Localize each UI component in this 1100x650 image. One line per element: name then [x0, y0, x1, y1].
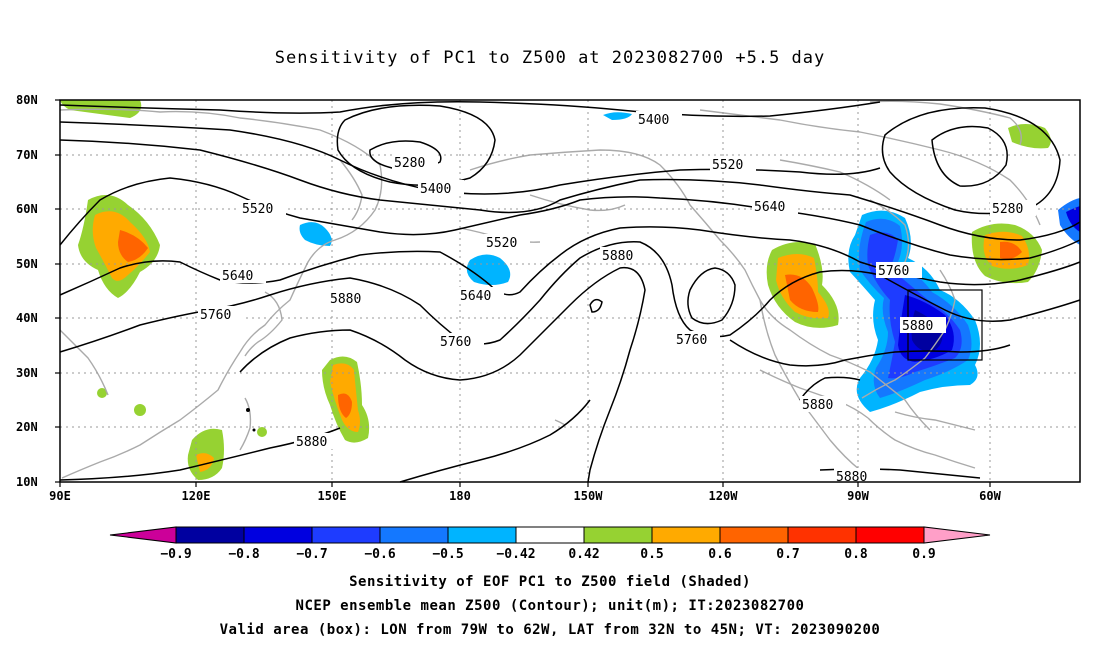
colorbar-tick-label: −0.5 [432, 547, 463, 562]
colorbar-tick-label: 0.7 [776, 547, 799, 562]
contour-label-5760-c: 5760 [676, 333, 707, 348]
colorbar-box [447, 526, 517, 544]
lon-label: 120W [709, 489, 739, 503]
colorbar-tick-label: −0.6 [364, 547, 395, 562]
sensitivity-shading [60, 100, 1080, 480]
colorbar-tick-label: 0.42 [568, 547, 599, 562]
colorbar-box [719, 526, 789, 544]
contour-label-5280-a: 5280 [394, 156, 425, 171]
lat-label: 30N [16, 366, 38, 380]
contour-label-5880-d: 5880 [802, 398, 833, 413]
contour-label-5640-a: 5640 [222, 269, 253, 284]
contour-label-5280-b: 5280 [992, 202, 1023, 217]
contour-label-5640-b: 5640 [460, 289, 491, 304]
colorbar: −0.9 −0.8 −0.7 −0.6 −0.5 −0.42 0.42 0.5 0.6 0.7 0.… [109, 526, 991, 562]
colorbar-box [515, 526, 585, 544]
lat-label: 50N [16, 257, 38, 271]
colorbar-box [379, 526, 449, 544]
contour-label-5880-a: 5880 [330, 292, 361, 307]
lat-label: 20N [16, 420, 38, 434]
contour-label-5640-c: 5640 [754, 200, 785, 215]
colorbar-tick-label: 0.9 [912, 547, 935, 562]
colorbar-box [583, 526, 653, 544]
contour-label-5400-a: 5400 [638, 113, 669, 128]
lon-label: 90W [847, 489, 869, 503]
map-title: Sensitivity of PC1 to Z500 at 2023082700… [274, 48, 826, 68]
caption-line-2: NCEP ensemble mean Z500 (Contour); unit(… [295, 598, 805, 614]
colorbar-box [651, 526, 721, 544]
colorbar-arrow-max [923, 526, 991, 544]
lat-ticks [55, 99, 60, 483]
colorbar-tick-label: −0.7 [296, 547, 327, 562]
lat-label: 40N [16, 311, 38, 325]
colorbar-tick-label: 0.8 [844, 547, 868, 562]
caption-line-3: Valid area (box): LON from 79W to 62W, L… [219, 622, 881, 638]
lat-label: 80N [16, 93, 38, 107]
colorbar-tick-label: −0.42 [496, 547, 535, 562]
contour-label-5400-b: 5400 [420, 182, 451, 197]
lat-labels: 80N 70N 60N 50N 40N 30N 20N 10N [16, 93, 38, 489]
lat-label: 70N [16, 148, 38, 162]
lon-ticks [59, 482, 991, 487]
colorbar-box [787, 526, 857, 544]
lon-label: 180 [449, 489, 471, 503]
colorbar-tick-label: 0.5 [640, 547, 663, 562]
contour-label-5760-b: 5760 [440, 335, 471, 350]
map-frame [59, 99, 1081, 483]
colorbar-box [175, 526, 245, 544]
colorbar-tick-label: 0.6 [708, 547, 732, 562]
colorbar-box [855, 526, 925, 544]
contour-label-5880-e: 5880 [902, 319, 933, 334]
colorbar-tick-label: −0.9 [160, 547, 191, 562]
colorbar-box [311, 526, 381, 544]
lon-label: 90E [49, 489, 71, 503]
lon-label: 60W [979, 489, 1001, 503]
lon-label: 150W [574, 489, 604, 503]
contour-label-5760-d: 5760 [878, 264, 909, 279]
lat-label: 10N [16, 475, 38, 489]
caption-line-1: Sensitivity of EOF PC1 to Z500 field (Sh… [349, 574, 751, 590]
contour-label-5520-c: 5520 [712, 158, 743, 173]
lon-labels: 90E 120E 150E 180 150W 120W 90W 60W [49, 489, 1001, 503]
lon-label: 150E [318, 489, 347, 503]
contour-label-5880-c: 5880 [296, 435, 327, 450]
contour-label-5520-a: 5520 [242, 202, 273, 217]
lon-label: 120E [182, 489, 211, 503]
contour-label-5880-b: 5880 [602, 249, 633, 264]
coastlines [59, 100, 1041, 479]
colorbar-tick-label: −0.8 [228, 547, 259, 562]
lat-label: 60N [16, 202, 38, 216]
colorbar-box [243, 526, 313, 544]
colorbar-arrow-min [109, 526, 177, 544]
contour-label-5520-b: 5520 [486, 236, 517, 251]
contour-labels: 5400 5400 5280 5280 5520 5520 5520 5640 … [198, 111, 1036, 485]
contour-label-5760-a: 5760 [200, 308, 231, 323]
